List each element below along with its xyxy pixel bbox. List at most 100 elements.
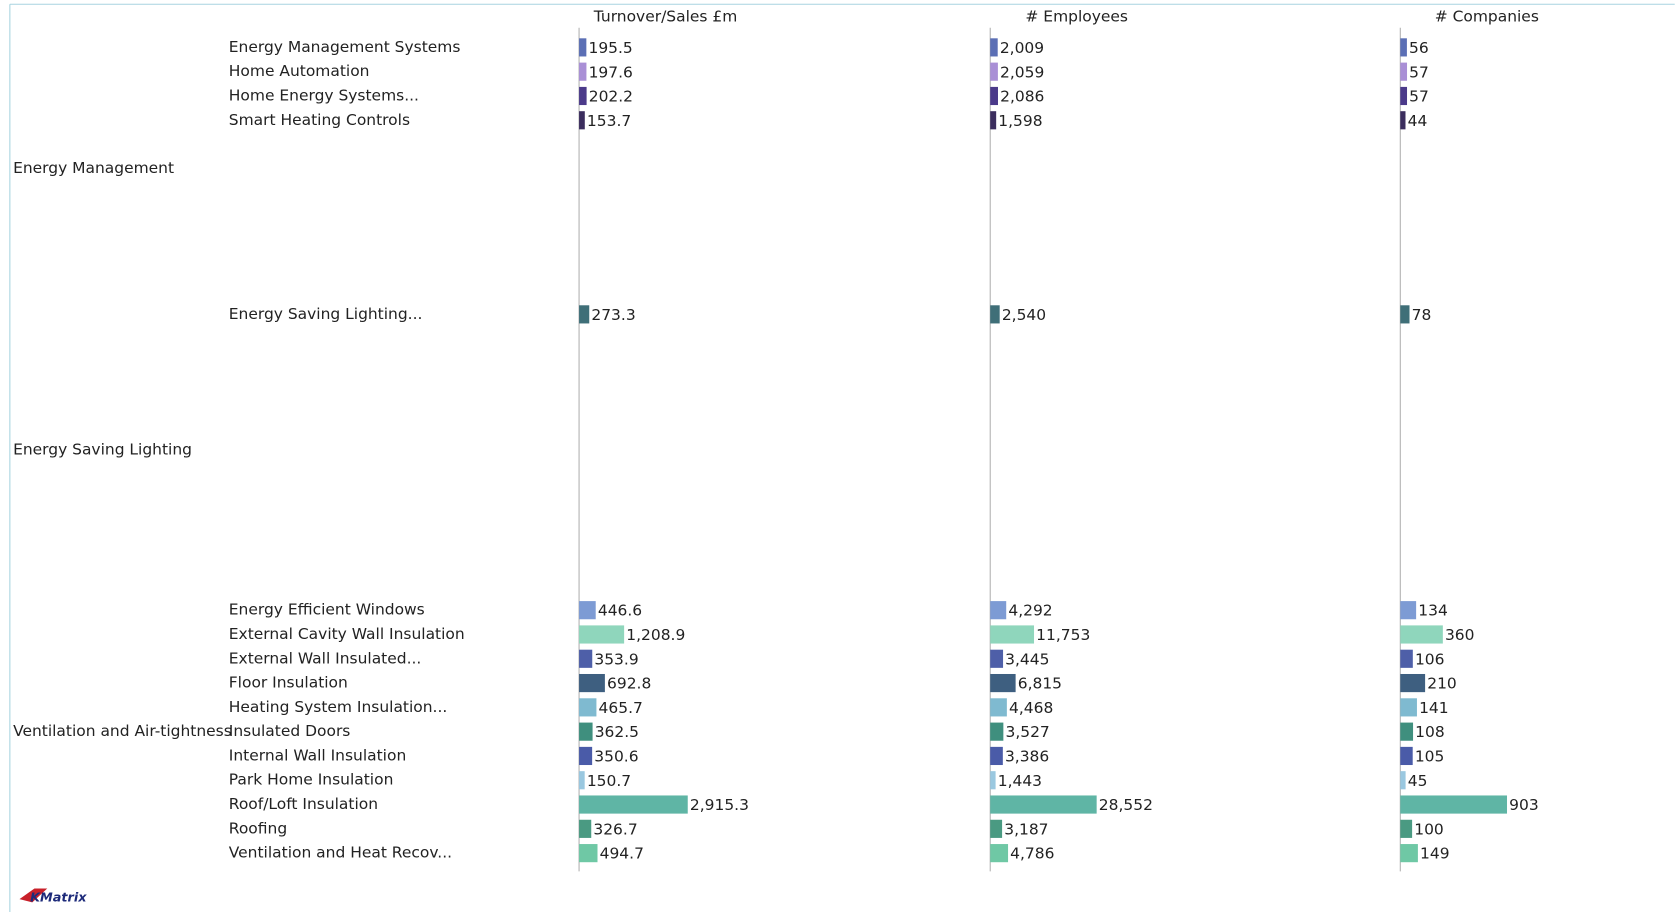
bar [1400, 625, 1443, 644]
value-label: 2,915.3 [690, 796, 749, 814]
value-label: 465.7 [599, 699, 643, 717]
value-label: 105 [1415, 748, 1445, 766]
value-label: 2,059 [1000, 63, 1044, 81]
category-label: Floor Insulation [229, 674, 348, 692]
value-label: 202.2 [589, 88, 633, 106]
value-label: 4,468 [1009, 699, 1053, 717]
value-label: 350.6 [594, 748, 638, 766]
value-label: 6,815 [1018, 675, 1062, 693]
bar [990, 649, 1004, 668]
value-label: 45 [1408, 772, 1428, 790]
value-label: 446.6 [598, 602, 642, 620]
bar [579, 86, 587, 106]
value-label: 149 [1420, 845, 1450, 863]
bar [579, 795, 688, 814]
value-label: 4,786 [1010, 845, 1054, 863]
bar [579, 844, 598, 863]
value-label: 108 [1415, 723, 1445, 741]
bar [990, 698, 1007, 717]
bar [1400, 844, 1418, 863]
bar [579, 625, 625, 644]
value-label: 273.3 [591, 306, 635, 324]
bar [579, 62, 587, 81]
column-header: # Employees [1025, 8, 1128, 26]
value-label: 210 [1427, 675, 1457, 693]
value-label: 4,292 [1008, 602, 1052, 620]
category-label: Internal Wall Insulation [229, 746, 406, 764]
group-label: Ventilation and Air-tightness [13, 722, 232, 740]
category-label: Energy Efficient Windows [229, 601, 425, 619]
value-label: 326.7 [593, 820, 637, 838]
bar [579, 38, 587, 57]
group-label: Energy Saving Lighting [13, 441, 192, 459]
logo-mark [19, 888, 48, 903]
value-label: 1,208.9 [626, 626, 685, 644]
category-label: Insulated Doors [229, 722, 351, 740]
value-label: 150.7 [587, 772, 631, 790]
value-label: 28,552 [1099, 796, 1153, 814]
logo: KMatrix [30, 891, 87, 906]
bar [1400, 771, 1406, 790]
bar [1400, 62, 1408, 81]
category-label: Roofing [229, 819, 287, 837]
bar [990, 601, 1007, 620]
bar [990, 722, 1004, 741]
value-label: 2,086 [1000, 88, 1044, 106]
value-label: 141 [1419, 699, 1449, 717]
value-label: 2,009 [1000, 39, 1044, 57]
value-label: 11,753 [1036, 626, 1090, 644]
bar [990, 111, 997, 130]
bar [990, 625, 1035, 644]
bar [579, 746, 593, 766]
value-label: 3,386 [1005, 748, 1049, 766]
category-label: Energy Saving Lighting... [229, 305, 423, 323]
category-label: Roof/Loft Insulation [229, 795, 378, 813]
value-label: 692.8 [607, 675, 651, 693]
bar [990, 746, 1003, 766]
value-label: 57 [1409, 88, 1429, 106]
value-label: 903 [1509, 796, 1539, 814]
value-label: 362.5 [595, 723, 639, 741]
value-label: 57 [1409, 63, 1429, 81]
group-label: Energy Management [13, 159, 174, 177]
value-label: 1,443 [998, 772, 1042, 790]
bar [579, 649, 593, 668]
value-label: 153.7 [587, 112, 631, 130]
bar [990, 305, 1000, 324]
category-label: Home Automation [229, 62, 370, 80]
bar [579, 722, 593, 741]
bar [579, 601, 596, 620]
bar [1400, 601, 1417, 620]
column-header: Turnover/Sales £m [593, 8, 738, 26]
value-label: 1,598 [998, 112, 1042, 130]
category-label: Energy Management Systems [229, 38, 461, 56]
value-label: 106 [1415, 650, 1445, 668]
bar [990, 844, 1009, 863]
bar [990, 86, 998, 106]
value-label: 2,540 [1002, 306, 1046, 324]
bar [579, 111, 585, 130]
value-label: 3,527 [1005, 723, 1049, 741]
bar [579, 819, 592, 838]
bar [579, 698, 597, 717]
bar [1400, 305, 1410, 324]
value-label: 56 [1409, 39, 1429, 57]
bar [990, 62, 998, 81]
bar [990, 771, 996, 790]
bar [1400, 819, 1413, 838]
bar [1400, 746, 1413, 766]
column-header: # Companies [1435, 8, 1539, 26]
value-label: 3,187 [1004, 820, 1048, 838]
value-label: 494.7 [600, 845, 644, 863]
bar [579, 305, 590, 324]
category-label: Park Home Insulation [229, 771, 394, 789]
bar [1400, 722, 1414, 741]
category-label: External Wall Insulated... [229, 649, 422, 667]
bar [1400, 673, 1426, 693]
category-label: Heating System Insulation... [229, 698, 448, 716]
bar [990, 673, 1016, 693]
bar [990, 38, 998, 57]
value-label: 197.6 [589, 63, 633, 81]
value-label: 353.9 [594, 650, 638, 668]
